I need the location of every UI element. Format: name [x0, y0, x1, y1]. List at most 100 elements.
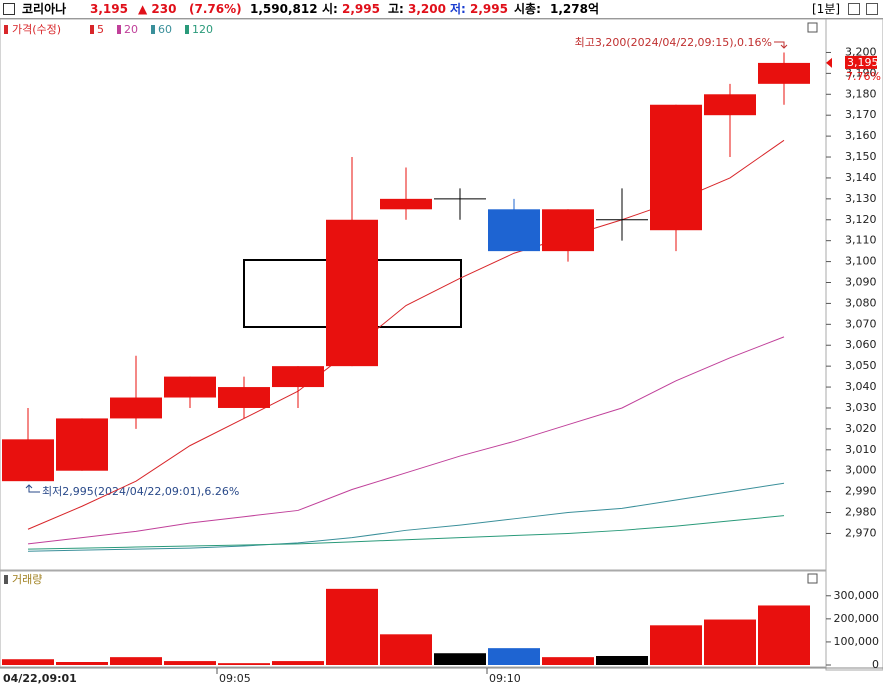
candle-body [380, 198, 432, 210]
checkbox[interactable] [3, 3, 15, 15]
y-tick-label: 3,200 [845, 45, 877, 58]
y-tick-label: 3,110 [845, 234, 877, 247]
candle-body [704, 94, 756, 116]
volume-bar [110, 657, 162, 665]
ma-line [27, 482, 785, 552]
y-tick-label: 3,050 [845, 359, 877, 372]
high-label: 고: [388, 2, 404, 16]
x-tick-label: 09:10 [489, 672, 521, 685]
candle-body [326, 219, 378, 367]
ma-line [27, 515, 785, 550]
x-tick-label: 09:05 [219, 672, 251, 685]
open-label: 시: [322, 2, 338, 16]
candle-body [650, 104, 702, 231]
volume-bar [488, 648, 540, 665]
y-tick-label: 3,060 [845, 338, 877, 351]
header-bar: 코리아나 3,195 ▲ 230 (7.76%) 1,590,812 시: 2,… [0, 0, 883, 19]
change: ▲ 230 [138, 2, 177, 16]
y-tick-label: 3,180 [845, 87, 877, 100]
y-tick-label: 0 [872, 658, 879, 671]
volume-bar [704, 619, 756, 665]
candle-body [2, 439, 54, 482]
candle-body [56, 418, 108, 471]
current-arrow [826, 57, 832, 68]
high-note: 최고3,200(2024/04/22,09:15),0.16% [575, 36, 772, 49]
legend-marker [151, 25, 155, 34]
y-tick-label: 100,000 [834, 635, 880, 648]
candle-body [272, 366, 324, 388]
legend-title: 가격(수정) [12, 23, 61, 36]
volume-title: 거래량 [12, 573, 42, 586]
candle-body [542, 209, 594, 252]
volume-bar [56, 662, 108, 665]
stock-name: 코리아나 [22, 2, 67, 16]
high: 3,200 [408, 2, 446, 16]
y-tick-label: 2,990 [845, 485, 877, 498]
y-tick-label: 3,130 [845, 192, 877, 205]
open: 2,995 [342, 2, 380, 16]
panel-button[interactable] [807, 22, 818, 33]
volume-bar [2, 659, 54, 665]
volume-bar [218, 663, 270, 665]
cap-label: 시총: [514, 2, 541, 16]
legend-label: 20 [124, 23, 138, 36]
y-tick-label: 3,160 [845, 129, 877, 142]
legend-marker [185, 25, 189, 34]
legend-marker [90, 25, 94, 34]
y-tick-label: 3,030 [845, 401, 877, 414]
y-tick-label: 300,000 [834, 589, 880, 602]
y-tick-label: 3,020 [845, 422, 877, 435]
low-note: 최저2,995(2024/04/22,09:01),6.26% [42, 485, 239, 498]
y-tick-label: 200,000 [834, 612, 880, 625]
y-tick-label: 3,190 [845, 66, 877, 79]
y-tick-label: 3,080 [845, 296, 877, 309]
ma-line [27, 336, 785, 545]
legend-label: 120 [192, 23, 213, 36]
y-tick-label: 3,000 [845, 464, 877, 477]
volume-bar [380, 634, 432, 665]
window-button[interactable] [848, 3, 860, 15]
current-box [845, 55, 877, 69]
axis-panel [825, 19, 883, 671]
note-arrow [25, 484, 40, 493]
candle-body [488, 209, 540, 252]
volume: 1,590,812 [250, 2, 318, 16]
y-tick-label: 3,010 [845, 443, 877, 456]
y-tick-label: 3,170 [845, 108, 877, 121]
volume-bar [326, 588, 378, 665]
y-tick-label: 3,100 [845, 255, 877, 268]
window-button[interactable] [866, 3, 878, 15]
interval[interactable]: [1분] [812, 2, 841, 16]
y-tick-label: 2,970 [845, 526, 877, 539]
low: 2,995 [470, 2, 508, 16]
legend-marker [4, 575, 8, 584]
current-label: 3,195 [847, 56, 879, 69]
candle-body [218, 387, 270, 408]
volume-bar [542, 657, 594, 665]
y-tick-label: 3,140 [845, 171, 877, 184]
legend-marker [117, 25, 121, 34]
low-label: 저: [450, 2, 466, 16]
volume-bar [164, 661, 216, 665]
current-change: 7.76% [846, 70, 881, 83]
chart: 가격(수정) 거래량 최고3,200(2024/04/22,09:15),0.1… [0, 19, 883, 685]
volume-bar [272, 661, 324, 665]
y-tick-label: 2,980 [845, 506, 877, 519]
y-tick-label: 3,090 [845, 275, 877, 288]
x-tick-label: 04/22,09:01 [3, 672, 77, 685]
volume-bar [758, 605, 810, 665]
panel-button[interactable] [807, 573, 818, 584]
cap: 1,278억 [550, 2, 599, 16]
candle-body [758, 62, 810, 84]
y-tick-label: 3,070 [845, 317, 877, 330]
legend-label: 5 [97, 23, 104, 36]
legend-marker [4, 25, 8, 34]
volume-bar [650, 625, 702, 665]
volume-bar [434, 653, 486, 665]
y-tick-label: 3,040 [845, 380, 877, 393]
volume-bar [596, 656, 648, 665]
y-tick-label: 3,150 [845, 150, 877, 163]
candle-body [110, 397, 162, 419]
change-pct: (7.76%) [189, 2, 242, 16]
